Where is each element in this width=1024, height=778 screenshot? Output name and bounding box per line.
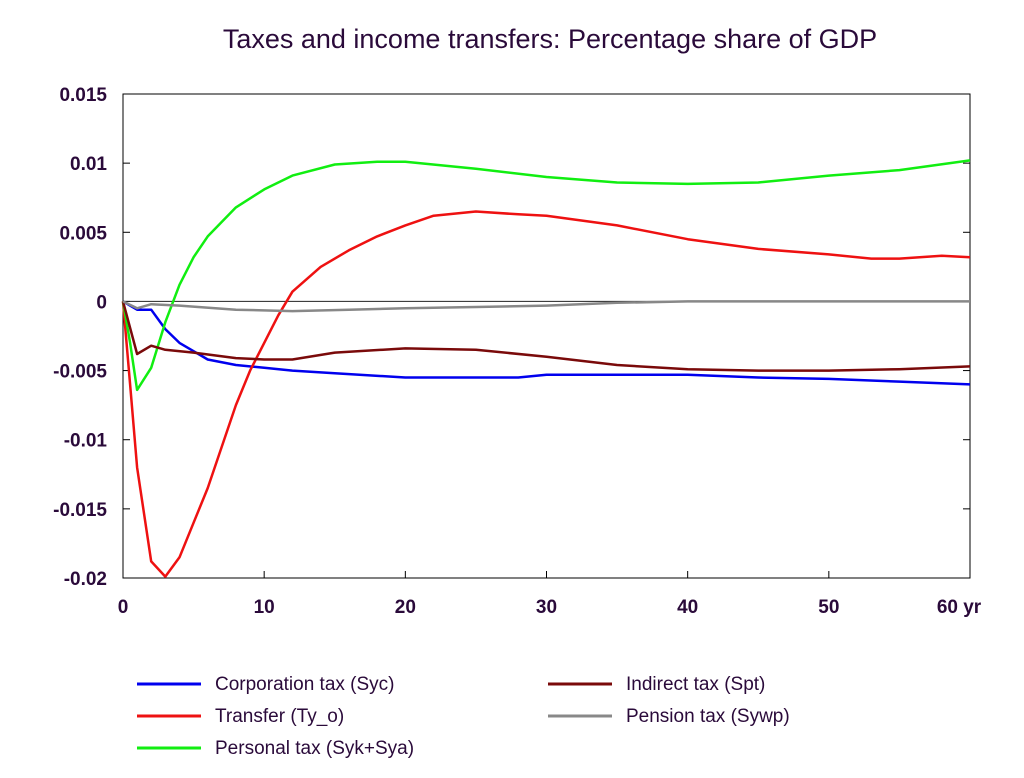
plot-area-frame	[122, 93, 971, 579]
x-tick-label: 30	[536, 597, 557, 618]
y-tick-label: 0	[96, 292, 107, 313]
y-tick-label: 0.005	[59, 223, 107, 244]
series-line-personal-tax-syk-sya	[121, 159, 971, 392]
x-axis: 0 10 20 30 40 50 60 yr	[118, 571, 982, 618]
legend-label-transfer-ty-o: Transfer (Ty_o)	[215, 706, 344, 727]
legend-label-pension-tax-sywp: Pension tax (Sywp)	[626, 706, 790, 727]
legend-label-corporation-tax-syc: Corporation tax (Syc)	[215, 674, 395, 695]
y-tick-label: -0.005	[53, 362, 107, 383]
y-tick-label: -0.015	[53, 500, 107, 521]
x-tick-label: 0	[118, 597, 129, 618]
x-tick-label: 20	[395, 597, 416, 618]
series-line-pension-tax-sywp	[122, 300, 970, 313]
y-tick-label: -0.02	[64, 569, 107, 590]
y-tick-label: -0.01	[64, 431, 108, 452]
y-axis: 0.015 0.01 0.005 0 -0.005 -0.01 -0.015 -0.02	[53, 85, 970, 590]
legend-label-indirect-tax-spt: Indirect tax (Spt)	[626, 674, 765, 695]
series-line-corporation-tax-syc	[122, 300, 971, 386]
y-tick-label: 0.015	[59, 85, 107, 106]
x-tick-label: 40	[677, 597, 698, 618]
chart-title: Taxes and income transfers: Percentage s…	[223, 24, 877, 54]
series-line-indirect-tax-spt	[121, 301, 971, 372]
y-tick-label: 0.01	[70, 154, 107, 175]
series-line-transfer-ty-o	[121, 210, 971, 578]
x-tick-label: 50	[818, 597, 839, 618]
series-lines	[121, 159, 971, 578]
legend: Corporation tax (Syc) Transfer (Ty_o) Pers…	[137, 674, 790, 759]
x-tick-label: 10	[254, 597, 275, 618]
legend-label-personal-tax-syk-sya: Personal tax (Syk+Sya)	[215, 738, 414, 759]
x-tick-label: 60 yr	[937, 597, 982, 618]
